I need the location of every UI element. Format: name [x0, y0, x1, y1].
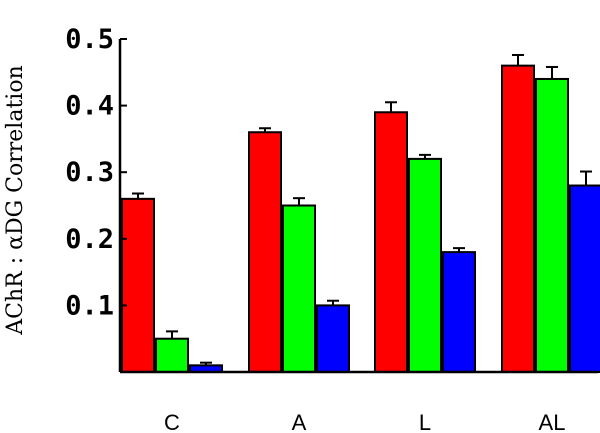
bars-layer [121, 53, 600, 374]
x-tick-label-A: A [292, 410, 307, 433]
bar-L-series-2 [408, 157, 442, 373]
bar-AL-series-3 [569, 184, 600, 373]
bar-AL-series-2 [535, 77, 569, 374]
axes-layer: C A L AL0.10.20.30.40.5 [65, 24, 598, 433]
y-tick-label-0.3: 0.3 [65, 157, 114, 188]
bar-AL-series-1 [501, 64, 535, 373]
y-tick-label-0.5: 0.5 [65, 24, 114, 55]
x-tick-label-AL: AL [539, 410, 566, 433]
bar-L-series-1 [374, 111, 408, 373]
bar-C-series-2 [155, 337, 189, 374]
bar-L-series-3 [442, 251, 476, 373]
y-tick-label-0.1: 0.1 [65, 290, 114, 321]
bar-C-series-1 [121, 197, 155, 373]
bar-A-series-1 [248, 131, 282, 373]
bar-A-series-3 [316, 304, 350, 373]
y-tick-label-0.4: 0.4 [65, 91, 114, 122]
y-axis-label: AChR : αDG Correlation [3, 65, 28, 336]
bar-A-series-2 [282, 204, 316, 373]
x-tick-label-L: L [419, 410, 431, 433]
y-tick-label-0.2: 0.2 [65, 224, 114, 255]
x-tick-label-C: C [164, 410, 180, 433]
